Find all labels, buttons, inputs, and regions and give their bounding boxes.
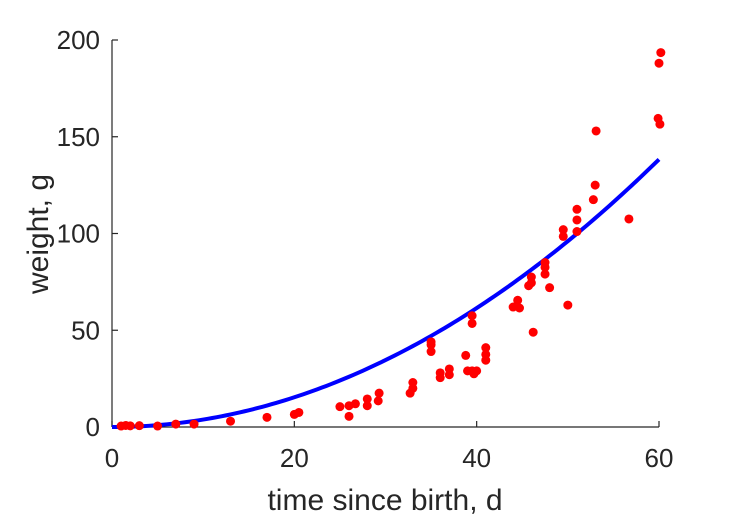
data-point <box>655 119 665 129</box>
data-point <box>545 283 555 293</box>
data-point <box>467 318 477 328</box>
x-axis-label: time since birth, d <box>267 484 502 517</box>
data-point <box>294 407 304 417</box>
data-point <box>558 231 568 241</box>
data-point <box>656 48 666 58</box>
data-point <box>226 416 236 426</box>
data-point <box>426 347 436 357</box>
data-point <box>481 343 491 353</box>
data-point <box>540 258 550 268</box>
x-tick-label: 20 <box>280 443 309 473</box>
data-point <box>654 58 664 68</box>
data-point <box>590 180 600 190</box>
data-point <box>558 225 568 235</box>
data-point <box>461 350 471 360</box>
data-point <box>591 126 601 136</box>
data-point <box>572 227 582 237</box>
data-point <box>540 269 550 279</box>
y-tick-label: 200 <box>57 25 100 55</box>
data-point <box>373 396 383 406</box>
data-point <box>588 195 598 205</box>
data-point <box>624 214 634 224</box>
data-point <box>344 411 354 421</box>
data-point <box>153 421 163 431</box>
y-axis-label: weight, g <box>22 174 55 295</box>
data-point <box>262 412 272 422</box>
data-point <box>426 340 436 350</box>
data-point <box>481 355 491 365</box>
data-point <box>572 204 582 214</box>
y-tick-label: 150 <box>57 122 100 152</box>
x-tick-label: 60 <box>645 443 674 473</box>
y-tick-label: 0 <box>86 412 100 442</box>
y-axis: 0 50 100 150 200 <box>57 25 118 442</box>
data-point <box>563 300 573 310</box>
x-axis: 0 20 40 60 <box>105 421 674 473</box>
x-ticks: 0 20 40 60 <box>105 421 674 473</box>
x-tick-label: 40 <box>462 443 491 473</box>
data-point <box>444 364 454 374</box>
data-point <box>467 311 477 321</box>
data-point <box>572 215 582 225</box>
data-points <box>116 48 666 431</box>
x-tick-label: 0 <box>105 443 119 473</box>
data-point <box>362 401 372 411</box>
data-point <box>528 327 538 337</box>
data-point <box>515 303 525 313</box>
fit-curve <box>111 157 661 429</box>
y-ticks: 0 50 100 150 200 <box>57 25 118 442</box>
data-point <box>362 394 372 404</box>
data-point <box>408 378 418 387</box>
y-tick-label: 50 <box>71 315 100 345</box>
data-point <box>374 388 384 398</box>
y-tick-label: 100 <box>57 219 100 249</box>
data-point <box>472 366 482 376</box>
data-point <box>125 421 135 431</box>
data-point <box>435 373 445 383</box>
data-point <box>134 421 144 431</box>
data-point <box>335 402 345 412</box>
data-point <box>189 419 199 429</box>
data-point <box>350 399 360 409</box>
data-point <box>526 272 536 282</box>
data-point <box>171 419 181 429</box>
data-point <box>513 295 523 305</box>
